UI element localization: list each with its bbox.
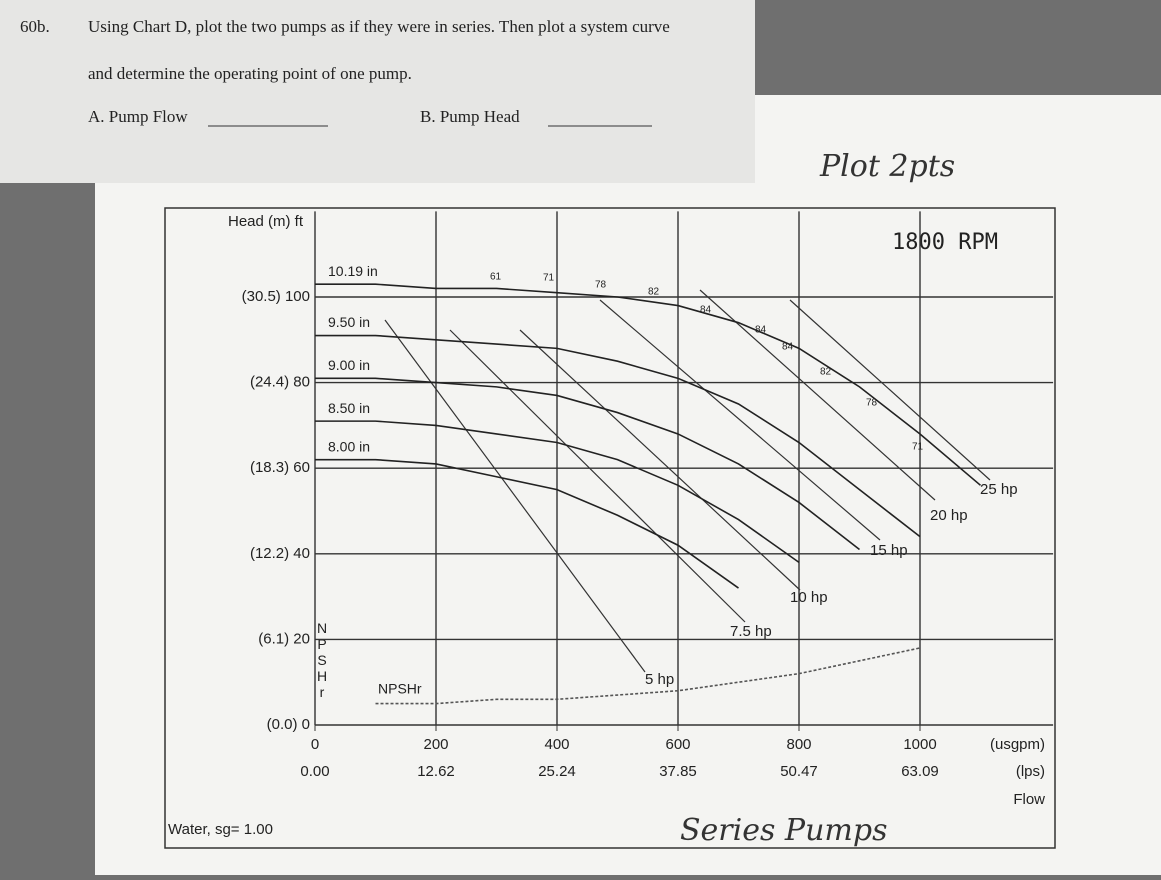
x2-axis-unit: (lps): [1016, 763, 1045, 780]
pump-curve: [315, 334, 921, 538]
hp-label: 5 hp: [645, 671, 674, 688]
x2-tick-label: 0.00: [300, 763, 329, 780]
pump-curve: [315, 377, 860, 551]
efficiency-label: 78: [866, 398, 878, 409]
x-axis-unit: (usgpm): [990, 736, 1045, 753]
efficiency-label: 84: [700, 305, 712, 316]
y-tick-label: (30.5) 100: [242, 288, 310, 305]
x-tick-label: 0: [311, 736, 319, 753]
answer-label: A. Pump Flow: [88, 107, 188, 126]
efficiency-label: 82: [648, 287, 660, 298]
pump-curve: [315, 420, 800, 564]
hp-label: 7.5 hp: [730, 623, 772, 640]
hp-line: [384, 319, 646, 673]
question-number: 60b.: [20, 17, 50, 36]
handwriting: Plot 2pts: [819, 149, 955, 184]
question-text: Using Chart D, plot the two pumps as if …: [88, 17, 670, 36]
question-text: and determine the operating point of one…: [88, 64, 412, 83]
x2-tick-label: 63.09: [901, 763, 939, 780]
efficiency-label: 84: [755, 325, 767, 336]
x-tick-label: 800: [786, 736, 811, 753]
y-axis-label: Head (m) ft: [228, 213, 304, 230]
y-tick-label: (6.1) 20: [258, 630, 310, 647]
series-label: 8.00 in: [328, 438, 370, 454]
chart-title: 1800 RPM: [892, 230, 998, 255]
hp-line: [699, 289, 936, 501]
series-label: 10.19 in: [328, 263, 378, 279]
efficiency-label: 84: [782, 342, 794, 353]
y-tick-label: (0.0) 0: [267, 716, 310, 733]
efficiency-label: 71: [912, 442, 924, 453]
y-tick-label: (24.4) 80: [250, 374, 310, 391]
chart-frame: [164, 207, 1056, 849]
efficiency-label: 78: [595, 280, 607, 291]
x2-tick-label: 12.62: [417, 763, 455, 780]
hp-line: [519, 329, 801, 591]
x-tick-label: 1000: [903, 736, 936, 753]
paper: [95, 95, 1161, 875]
hp-label: 20 hp: [930, 507, 968, 524]
x-tick-label: 600: [665, 736, 690, 753]
hp-label: 25 hp: [980, 481, 1018, 498]
series-label: 9.00 in: [328, 357, 370, 373]
efficiency-label: 82: [820, 367, 832, 378]
x-axis-label: Flow: [1013, 791, 1045, 808]
footnote: Water, sg= 1.00: [168, 821, 273, 838]
answer-label: B. Pump Head: [420, 107, 520, 126]
x2-tick-label: 25.24: [538, 763, 576, 780]
hp-label: 10 hp: [790, 589, 828, 606]
handwriting: Series Pumps: [680, 813, 887, 848]
series-label: NPSHr: [378, 681, 422, 697]
y-tick-label: (18.3) 60: [250, 459, 310, 476]
pump-curve: [315, 458, 739, 589]
hp-line: [449, 329, 746, 623]
x2-tick-label: 50.47: [780, 763, 818, 780]
hp-line: [599, 299, 881, 541]
hp-label: 15 hp: [870, 542, 908, 559]
series-label: 8.50 in: [328, 400, 370, 416]
question-strip: [0, 0, 755, 183]
x-tick-label: 400: [544, 736, 569, 753]
npsh-axis-label: NPSHr: [314, 620, 330, 700]
hp-line: [789, 299, 991, 481]
pump-curve: [375, 647, 921, 705]
x2-tick-label: 37.85: [659, 763, 697, 780]
pump-curve: [315, 283, 982, 486]
series-label: 9.50 in: [328, 314, 370, 330]
efficiency-label: 61: [490, 272, 502, 283]
efficiency-label: 71: [543, 273, 555, 284]
x-tick-label: 200: [423, 736, 448, 753]
y-tick-label: (12.2) 40: [250, 545, 310, 562]
